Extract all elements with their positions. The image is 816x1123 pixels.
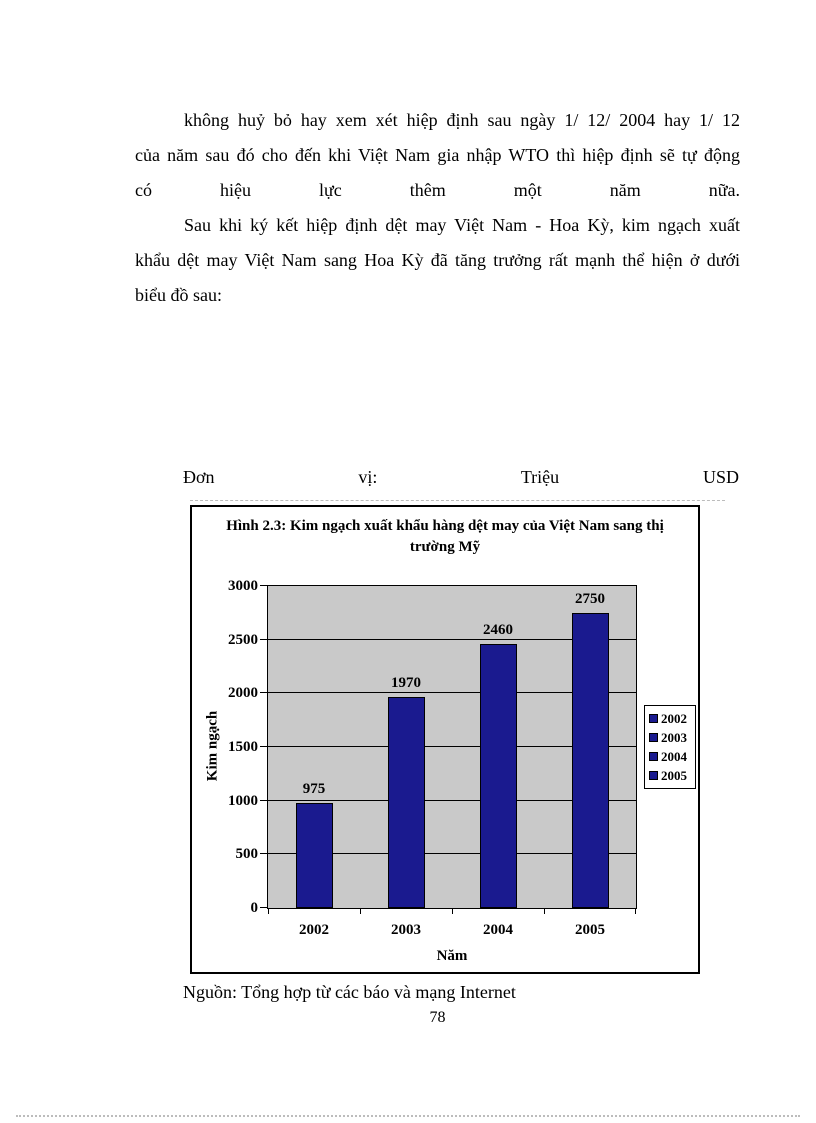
legend-item: 2005 [649,769,695,782]
paragraph-line: khẩu dệt may Việt Nam sang Hoa Kỳ đã tăn… [135,250,740,270]
bar-2004 [479,643,517,908]
y-tick-mark [260,907,267,908]
paragraph-line: biểu đồ sau: [135,285,222,305]
x-tick-label: 2003 [391,922,421,938]
paragraph-line: Sau khi ký kết hiệp định dệt may Việt Na… [184,215,740,235]
legend-label: 2003 [661,730,687,745]
plot-area: 975 1970 2460 2750 [267,585,637,909]
bar-2002 [295,803,333,908]
x-tick-mark [268,909,269,914]
y-tick-label: 500 [235,846,259,863]
bar-value-label: 1970 [391,674,421,691]
gridline [268,692,636,694]
y-tick-mark [260,799,267,801]
y-tick-mark [260,638,267,640]
legend-swatch [649,714,658,723]
y-tick-label: 2000 [228,685,258,702]
bar-2003 [387,696,425,908]
chart-top-dotted-rule [190,500,725,501]
x-tick-mark [635,909,636,914]
source-caption: Nguồn: Tổng hợp từ các báo và mạng Inter… [183,982,516,1002]
y-tick-label: 2500 [228,631,258,648]
x-tick-label: 2005 [575,922,605,938]
legend-item: 2002 [649,712,695,725]
paragraph-line: không huỷ bỏ hay xem xét hiệp định sau n… [184,110,740,130]
paragraph-line: có hiệu lực thêm một năm nữa. [135,180,740,200]
y-tick-label: 1000 [228,792,258,809]
bar-value-label: 975 [302,781,326,798]
x-tick-label: 2004 [483,922,513,938]
x-axis-title: Năm [436,948,468,964]
paragraph-line: của năm sau đó cho đến khi Việt Nam gia … [135,145,740,165]
y-tick-mark [260,585,267,586]
legend-swatch [649,771,658,780]
x-tick-mark [360,909,361,914]
gridline [268,799,636,801]
chart-title: Hình 2.3: Kim ngạch xuất khẩu hàng dệt m… [226,518,664,555]
y-tick-mark [260,853,267,855]
y-tick-label: 1500 [228,739,258,755]
legend-label: 2002 [661,711,687,726]
bar-2005 [571,612,609,908]
legend-swatch [649,733,658,742]
legend-label: 2004 [661,749,687,764]
x-tick-mark [452,909,453,914]
y-tick-label: 3000 [228,578,258,594]
chart-figure: Hình 2.3: Kim ngạch xuất khẩu hàng dệt m… [190,505,700,974]
y-tick-label: 0 [250,900,259,916]
legend-swatch [649,752,658,761]
bar-value-label: 2750 [575,590,605,607]
footer-dotted-rule [16,1115,800,1117]
legend-item: 2004 [649,750,695,763]
y-tick-mark [260,746,267,747]
legend-item: 2003 [649,731,695,744]
unit-caption: Đơn vị: Triệu USD [183,467,739,487]
body-text: không huỷ bỏ hay xem xét hiệp định sau n… [135,103,740,313]
gridline [268,746,636,747]
chart-legend: 2002 2003 2004 2005 [644,705,696,789]
gridline [268,853,636,855]
gridline [268,638,636,640]
bar-value-label: 2460 [483,621,513,638]
x-tick-mark [544,909,545,914]
x-tick-label: 2002 [299,922,329,938]
page-number: 78 [429,1009,446,1026]
y-tick-mark [260,692,267,694]
legend-label: 2005 [661,768,687,783]
